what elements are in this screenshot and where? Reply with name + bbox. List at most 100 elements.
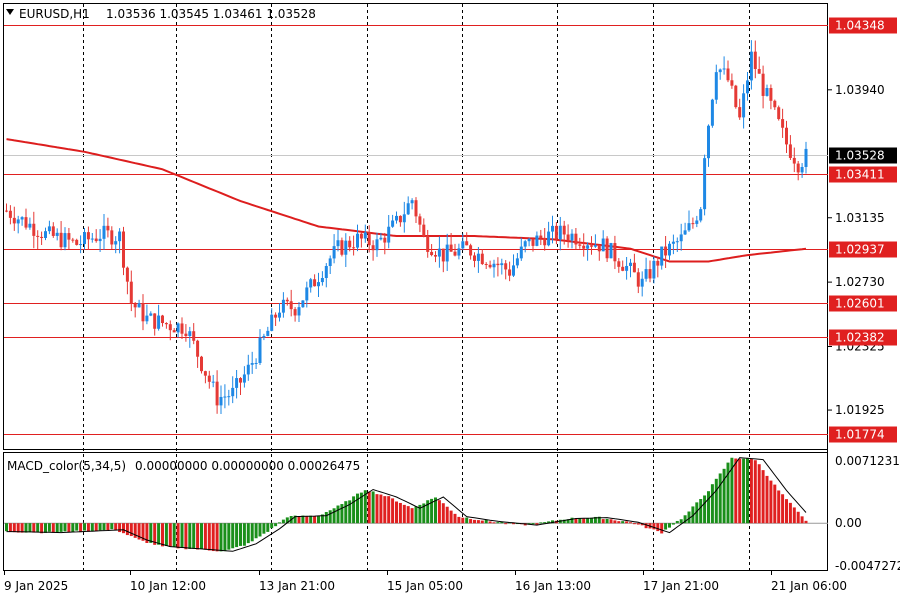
candle-down — [734, 85, 738, 108]
macd-bar — [586, 518, 590, 524]
macd-bar — [640, 523, 644, 526]
macd-bar — [55, 523, 59, 533]
candle-up — [687, 223, 691, 231]
candle-down — [453, 251, 457, 256]
candle-up — [387, 226, 391, 243]
macd-bar — [664, 523, 668, 530]
candle-down — [414, 200, 418, 217]
macd-bar — [122, 523, 125, 534]
macd-bar — [211, 523, 215, 552]
macd-bar — [16, 523, 20, 533]
macd-bar — [512, 523, 515, 525]
candle-down — [161, 315, 164, 324]
level-label: 1.02937 — [835, 243, 885, 257]
macd-bar — [63, 523, 67, 532]
macd-bar — [434, 497, 437, 524]
candle-up — [512, 265, 515, 276]
macd-bar — [168, 523, 172, 547]
macd-bar — [59, 523, 63, 532]
macd-histogram — [5, 457, 808, 552]
candle-down — [36, 235, 40, 237]
candle-up — [804, 148, 808, 167]
candle-up — [547, 231, 551, 246]
candle-up — [90, 238, 94, 240]
candle-up — [402, 214, 406, 223]
macd-bar — [629, 522, 632, 524]
candle-up — [437, 248, 441, 257]
candle-up — [211, 381, 215, 383]
candle-up — [800, 166, 804, 173]
macd-bar — [742, 458, 746, 524]
candle-up — [262, 335, 266, 338]
candle-down — [621, 266, 625, 271]
macd-bar — [157, 523, 161, 545]
macd-bar — [543, 522, 547, 524]
macd-bar — [379, 494, 383, 524]
candle-down — [200, 356, 203, 372]
macd-bar — [207, 523, 211, 551]
candle-up — [246, 364, 250, 375]
candle-down — [168, 324, 172, 331]
candle-down — [632, 262, 636, 273]
candle-up — [336, 240, 340, 247]
macd-bar — [125, 523, 129, 536]
macd-bar — [605, 518, 609, 524]
macd-bar — [578, 518, 582, 524]
horizontal-levels[interactable] — [4, 25, 828, 435]
level-label-bg — [829, 17, 897, 34]
candle-down — [617, 261, 621, 267]
candle-up — [695, 220, 699, 224]
candle-down — [122, 231, 125, 268]
macd-bar — [718, 473, 722, 524]
level-label: 1.02382 — [835, 331, 885, 345]
macd-bar — [593, 516, 597, 524]
candle-down — [582, 245, 586, 249]
candle-up — [457, 248, 461, 256]
macd-bar — [278, 522, 281, 524]
candle-down — [274, 314, 278, 318]
candle-up — [629, 262, 632, 266]
macd-bar — [730, 457, 734, 524]
macd-indicator-name: MACD_color(5,34,5) — [7, 459, 126, 473]
macd-bar — [476, 520, 480, 524]
candle-up — [258, 337, 262, 363]
macd-bar — [332, 508, 336, 524]
macd-bar — [274, 523, 278, 527]
symbol-dropdown-icon[interactable] — [6, 9, 14, 15]
macd-bar — [285, 517, 289, 524]
macd-bar — [313, 516, 317, 524]
macd-bar — [562, 519, 566, 524]
candle-down — [769, 88, 773, 101]
level-label-bg — [829, 295, 897, 312]
candle-up — [395, 215, 398, 221]
macd-bar — [145, 523, 149, 543]
candlestick-series — [5, 40, 808, 415]
macd-bar — [79, 523, 83, 533]
candle-down — [449, 244, 453, 252]
candle-down — [59, 232, 63, 248]
macd-bar — [749, 459, 753, 524]
candle-down — [71, 239, 75, 241]
macd-bar — [129, 523, 133, 537]
level-label: 1.03411 — [835, 168, 885, 182]
candle-up — [683, 230, 687, 235]
macd-bar — [496, 522, 500, 524]
macd-bar — [726, 462, 730, 524]
candle-down — [129, 281, 133, 304]
macd-bar — [504, 523, 508, 525]
macd-bar — [753, 460, 757, 524]
candle-down — [781, 119, 785, 128]
time-label: 13 Jan 21:00 — [259, 579, 335, 593]
macd-bar — [196, 523, 200, 550]
candle-down — [40, 236, 44, 238]
candle-up — [640, 278, 644, 287]
candle-down — [371, 245, 375, 251]
macd-bar — [348, 500, 352, 524]
candle-up — [305, 287, 309, 301]
macd-bar — [86, 523, 90, 532]
macd-bar — [172, 523, 176, 547]
moving-average-line — [6, 138, 807, 263]
macd-signal-line — [6, 457, 807, 552]
